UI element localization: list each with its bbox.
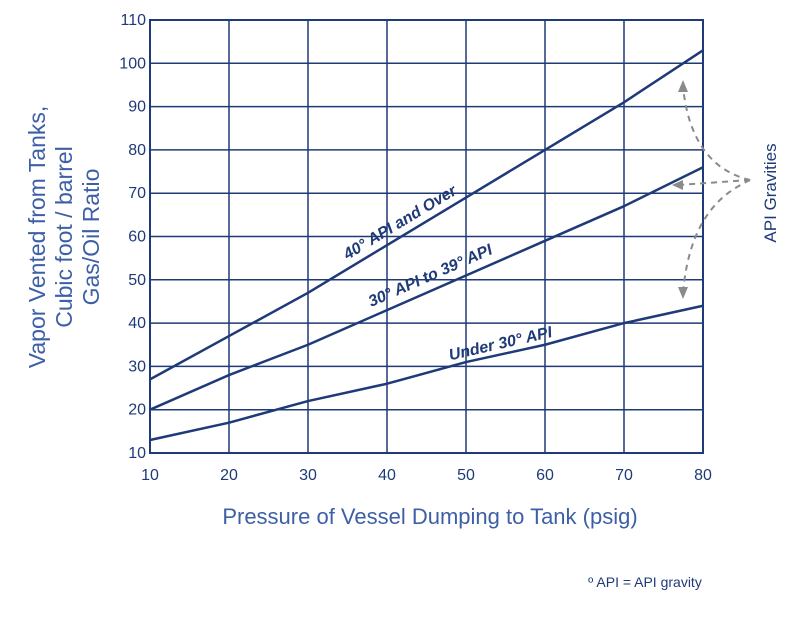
y-axis-label: Vapor Vented from Tanks, Cubic foot / ba… bbox=[24, 106, 104, 369]
x-tick-labels: 10 20 30 40 50 60 70 80 bbox=[141, 467, 712, 484]
arrow-head-down-icon bbox=[678, 287, 688, 299]
arrow-to-upper-curve bbox=[682, 85, 751, 181]
series-line bbox=[149, 49, 704, 381]
x-tick-label: 70 bbox=[615, 467, 633, 484]
y-tick-label: 100 bbox=[119, 55, 146, 72]
y-tick-label: 60 bbox=[128, 229, 146, 246]
y-tick-label: 50 bbox=[128, 272, 146, 289]
series-line bbox=[149, 304, 704, 442]
series-label: 40° API and Over bbox=[340, 182, 460, 264]
arrow-heads bbox=[672, 80, 688, 299]
arrow-to-middle-curve bbox=[677, 179, 751, 186]
x-tick-label: 10 bbox=[141, 467, 159, 484]
series-label: 30° API to 39° API bbox=[366, 241, 496, 310]
y-tick-label: 30 bbox=[128, 358, 146, 375]
series-line bbox=[149, 166, 704, 411]
y-tick-label: 110 bbox=[120, 12, 146, 29]
y-tick-label: 10 bbox=[128, 445, 146, 462]
y-axis-label-line-1: Vapor Vented from Tanks, bbox=[24, 106, 50, 369]
x-tick-label: 60 bbox=[536, 467, 554, 484]
plot-frame bbox=[149, 19, 704, 454]
x-tick-label: 30 bbox=[299, 467, 317, 484]
series-label: Under 30° API bbox=[447, 324, 554, 364]
x-tick-label: 50 bbox=[457, 467, 475, 484]
y-tick-label: 70 bbox=[128, 185, 146, 202]
grid bbox=[149, 19, 704, 454]
x-axis-label: Pressure of Vessel Dumping to Tank (psig… bbox=[222, 504, 637, 529]
y-tick-label: 90 bbox=[128, 99, 146, 116]
x-tick-label: 40 bbox=[378, 467, 396, 484]
footnote: º API = API gravity bbox=[588, 574, 702, 590]
arrow-to-lower-curve bbox=[682, 179, 751, 294]
api-gravities-arrows bbox=[677, 85, 751, 294]
x-tick-label: 80 bbox=[694, 467, 712, 484]
arrow-head-left-icon bbox=[672, 180, 683, 190]
x-tick-label: 20 bbox=[220, 467, 238, 484]
y-tick-label: 40 bbox=[128, 315, 146, 332]
y-tick-label: 20 bbox=[128, 402, 146, 419]
y-tick-labels: 10 20 30 40 50 60 70 80 90 100 110 bbox=[119, 12, 146, 462]
arrow-head-up-icon bbox=[678, 80, 688, 92]
y-axis-label-line-2: Cubic foot / barrel bbox=[51, 146, 77, 328]
y-axis-label-line-3: Gas/Oil Ratio bbox=[78, 169, 104, 306]
series-lines bbox=[149, 49, 704, 442]
api-gravities-label: API Gravities bbox=[761, 143, 780, 242]
y-tick-label: 80 bbox=[128, 142, 146, 159]
